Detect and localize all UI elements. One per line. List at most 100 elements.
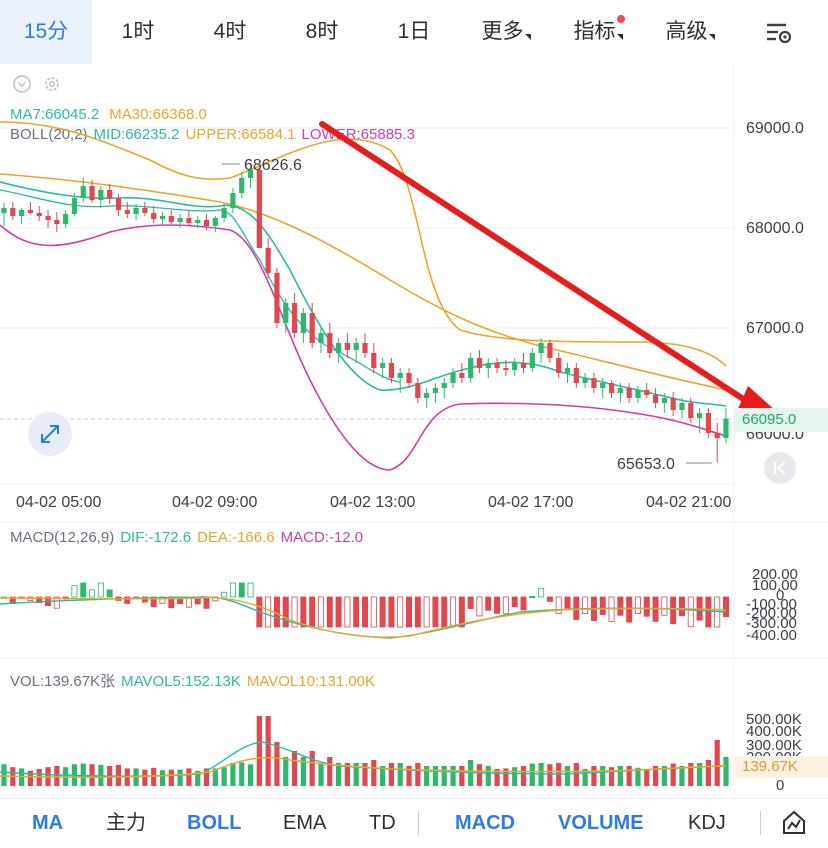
volume-bar xyxy=(582,769,588,786)
indicator-kdj[interactable]: KDJ xyxy=(688,812,726,834)
macd-bar xyxy=(361,596,368,628)
volume-bar xyxy=(353,763,359,786)
time-tick: 04-02 21:00 xyxy=(646,494,732,511)
macd-bar xyxy=(379,596,386,628)
volume-bar xyxy=(151,767,157,786)
tab-1d[interactable]: 1日 xyxy=(397,20,431,43)
macd-bar xyxy=(617,596,624,616)
volume-bar xyxy=(485,766,491,786)
time-tick: 04-02 05:00 xyxy=(16,494,102,511)
dropdown-caret-icon xyxy=(616,34,623,40)
volume-bar xyxy=(309,751,315,786)
ma7-line xyxy=(0,181,727,407)
candle xyxy=(239,178,245,193)
candle xyxy=(723,418,729,438)
candle xyxy=(89,186,95,200)
volume-bar xyxy=(247,764,254,786)
indicator-ema[interactable]: EMA xyxy=(283,812,327,834)
expand-button[interactable] xyxy=(28,412,72,456)
candle xyxy=(371,353,377,368)
candle xyxy=(212,218,218,226)
tab-more[interactable]: 更多 xyxy=(460,0,552,64)
volume-bar xyxy=(327,757,333,786)
volume-bar xyxy=(177,769,183,786)
volume-bar xyxy=(195,770,201,786)
boll-lower-line xyxy=(0,224,727,471)
volume-bar xyxy=(564,766,571,786)
macd-bar xyxy=(678,596,685,617)
volume-bar xyxy=(644,769,650,786)
candle xyxy=(705,413,711,433)
candle xyxy=(617,388,623,393)
candle xyxy=(107,190,113,198)
tab-1h[interactable]: 1时 xyxy=(121,20,155,43)
macd-bar xyxy=(141,596,148,603)
candle xyxy=(115,198,122,210)
macd-bar xyxy=(414,596,421,628)
tab-indicators[interactable]: 指标 xyxy=(552,0,644,64)
ma30-legend: MA30:66368.0 xyxy=(109,106,207,123)
candle xyxy=(485,363,491,368)
macd-bar xyxy=(511,596,518,607)
volume-bar xyxy=(626,766,632,786)
indicator-boll[interactable]: BOLL xyxy=(187,812,242,834)
candle xyxy=(256,170,262,248)
candle xyxy=(556,358,562,373)
candle xyxy=(652,395,659,403)
macd-histogram xyxy=(0,582,730,628)
macd-legend: MACD(12,26,9) DIF:-172.6 DEA:-166.6 MACD:-1… xyxy=(10,529,373,546)
volume-bar xyxy=(503,768,509,786)
candle xyxy=(441,383,447,388)
volume-bar xyxy=(459,766,465,786)
macd-bar xyxy=(353,596,360,628)
dea-legend: DEA:-166.6 xyxy=(197,529,275,546)
macd-tick: 0 xyxy=(776,587,784,604)
macd-bar xyxy=(476,596,483,617)
volume-bar xyxy=(168,769,174,786)
macd-bar xyxy=(626,596,633,623)
candle xyxy=(380,363,386,368)
macd-bar xyxy=(687,596,694,628)
indicator-ma[interactable]: MA xyxy=(32,812,64,834)
tab-4h[interactable]: 4时 xyxy=(213,20,247,43)
candle xyxy=(362,343,368,353)
candle xyxy=(344,343,350,350)
indicator-main-force[interactable]: 主力 xyxy=(106,812,146,834)
price-axis: 69000.0 68000.0 67000.0 66000.0 xyxy=(746,120,804,443)
volume-bar xyxy=(696,763,703,786)
indicator-macd[interactable]: MACD xyxy=(455,812,515,834)
candle xyxy=(635,390,641,398)
tab-15m[interactable]: 15分 xyxy=(0,0,92,64)
tab-advanced[interactable]: 高级 xyxy=(644,0,736,64)
candle xyxy=(661,398,667,403)
macd-bar xyxy=(432,596,439,628)
volume-bar xyxy=(679,766,685,786)
macd-bar xyxy=(538,587,545,598)
candle xyxy=(274,273,280,323)
candle xyxy=(124,210,130,214)
volume-bar xyxy=(300,757,306,786)
volume-bar xyxy=(230,763,236,786)
candle xyxy=(406,373,412,383)
macd-bar xyxy=(124,596,131,604)
volume-bar xyxy=(635,767,641,786)
scroll-latest-button[interactable] xyxy=(764,452,796,484)
indicator-volume[interactable]: VOLUME xyxy=(558,812,644,834)
kline-chart[interactable]: 69000.0 68000.0 67000.0 66000.0 04-02 05… xyxy=(0,64,828,798)
chevron-circle-icon[interactable] xyxy=(13,75,31,93)
volume-bar xyxy=(406,766,412,786)
candle xyxy=(503,368,509,370)
volume-bar xyxy=(291,751,298,786)
candle xyxy=(195,220,201,223)
volume-bar xyxy=(476,764,483,786)
volume-bar xyxy=(723,757,729,786)
mavol10-line xyxy=(0,756,727,778)
candle xyxy=(283,303,289,323)
tab-8h[interactable]: 8时 xyxy=(305,20,339,43)
notification-dot xyxy=(617,15,625,23)
chart-draw-icon[interactable] xyxy=(780,809,808,837)
settings-sliders-icon[interactable] xyxy=(764,18,794,48)
indicator-td[interactable]: TD xyxy=(369,812,396,834)
gear-icon[interactable] xyxy=(45,77,59,91)
candle xyxy=(247,170,254,178)
